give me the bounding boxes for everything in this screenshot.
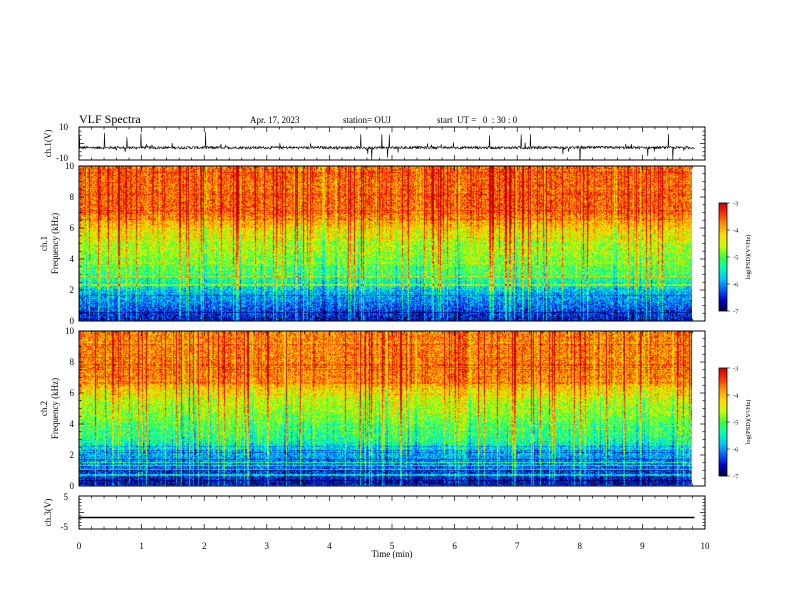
colorbar-tick-label: -6	[733, 281, 739, 288]
frequency-tick-label: 0	[70, 481, 75, 491]
ch1-waveform-frame	[78, 126, 706, 161]
time-tick-label: 7	[515, 541, 520, 551]
ch2-spectrogram-image	[79, 331, 692, 486]
time-tick-label: 4	[327, 541, 332, 551]
start-time-label: start UT = 0 : 30 : 0	[437, 115, 518, 125]
colorbar-tick-label: -5	[733, 419, 738, 426]
ch1-waveform-line	[78, 131, 695, 161]
ch3-ytick-top: 5	[64, 492, 69, 502]
colorbar-tick-label: -5	[733, 254, 738, 261]
station-label: station= OUJ	[343, 115, 391, 125]
ch1-spectrogram-ylabel: Frequency (kHz)	[50, 213, 60, 274]
time-tick-label: 5	[390, 541, 395, 551]
frequency-tick-label: 6	[70, 388, 75, 398]
time-axis-ticks	[78, 127, 706, 529]
ch1-colorbar-label: log(PSD)(V²/Hz)	[745, 235, 752, 280]
ch2-spectrogram-channel-label: ch.2	[39, 401, 49, 416]
frequency-tick-label: 2	[70, 450, 75, 460]
frequency-tick-label: 4	[70, 419, 75, 429]
ch2-colorbar: -3 -4 -5 -6 -7 log(PSD)(V²/Hz)	[718, 365, 752, 480]
frequency-tick-label: 10	[65, 326, 75, 336]
time-tick-label: 3	[265, 541, 270, 551]
colorbar-tick-label: -6	[733, 446, 739, 453]
time-tick-label: 1	[139, 541, 144, 551]
time-tick-label: 10	[701, 541, 711, 551]
frequency-tick-label: 8	[70, 357, 75, 367]
colorbar-tick-label: -3	[733, 200, 738, 207]
ch3-waveform-ylabel: ch.3(V)	[43, 499, 53, 527]
ch1-ytick-top: 10	[59, 122, 69, 132]
frequency-tick-label: 10	[65, 161, 75, 171]
colorbar-tick-label: -4	[733, 392, 739, 399]
frequency-tick-label: 8	[70, 192, 75, 202]
time-tick-label: 6	[452, 541, 457, 551]
colorbar-tick-label: -7	[733, 308, 739, 315]
ch2-spectrogram-ylabel: Frequency (kHz)	[50, 378, 60, 439]
ch2-colorbar-scale	[718, 367, 728, 477]
colorbar-tick-label: -7	[733, 473, 739, 480]
ch1-spectrogram-channel-label: ch.1	[39, 236, 49, 251]
ch3-ytick-bottom: -5	[61, 522, 69, 532]
ch1-spectrogram-empty-tail	[692, 166, 705, 321]
ch1-waveform-ylabel: ch.1(V)	[43, 130, 53, 158]
frequency-tick-label: 6	[70, 223, 75, 233]
ch2-spectrogram-empty-tail	[692, 331, 705, 486]
ch3-waveform-panel: 5 -5 ch.3(V)	[43, 492, 706, 532]
ch1-waveform-trace	[78, 131, 695, 161]
ch2-spectrogram-panel: 0 2 4 6 8 10 ch.2 Frequency (kHz)	[39, 326, 706, 491]
frequency-tick-label: 0	[70, 316, 75, 326]
ch1-colorbar-scale	[718, 202, 728, 312]
ch1-colorbar: -3 -4 -5 -6 -7 log(PSD)(V²/Hz)	[718, 200, 752, 315]
time-axis-tick-labels: 0 1 2 3 4 5 6 7 8 9 10	[77, 541, 710, 551]
ch2-colorbar-label: log(PSD)(V²/Hz)	[745, 400, 752, 445]
time-tick-label: 8	[578, 541, 583, 551]
frequency-tick-label: 4	[70, 254, 75, 264]
ch1-waveform-panel: 10 -10 ch.1(V)	[43, 122, 706, 163]
ch1-ytick-bottom: -10	[56, 153, 68, 163]
ch1-spectrogram-image	[79, 166, 692, 321]
time-axis-label: Time (min)	[372, 549, 413, 559]
date-label: Apr. 17, 2023	[250, 115, 300, 125]
time-tick-label: 2	[202, 541, 207, 551]
ch1-spectrogram-panel: 0 2 4 6 8 10 ch.1 Frequency (kHz)	[39, 161, 706, 326]
time-tick-label: 9	[640, 541, 645, 551]
frequency-tick-label: 2	[70, 285, 75, 295]
colorbar-tick-label: -4	[733, 227, 739, 234]
colorbar-tick-label: -3	[733, 365, 738, 372]
time-tick-label: 0	[77, 541, 82, 551]
figure-title: VLF Spectra	[79, 112, 141, 126]
